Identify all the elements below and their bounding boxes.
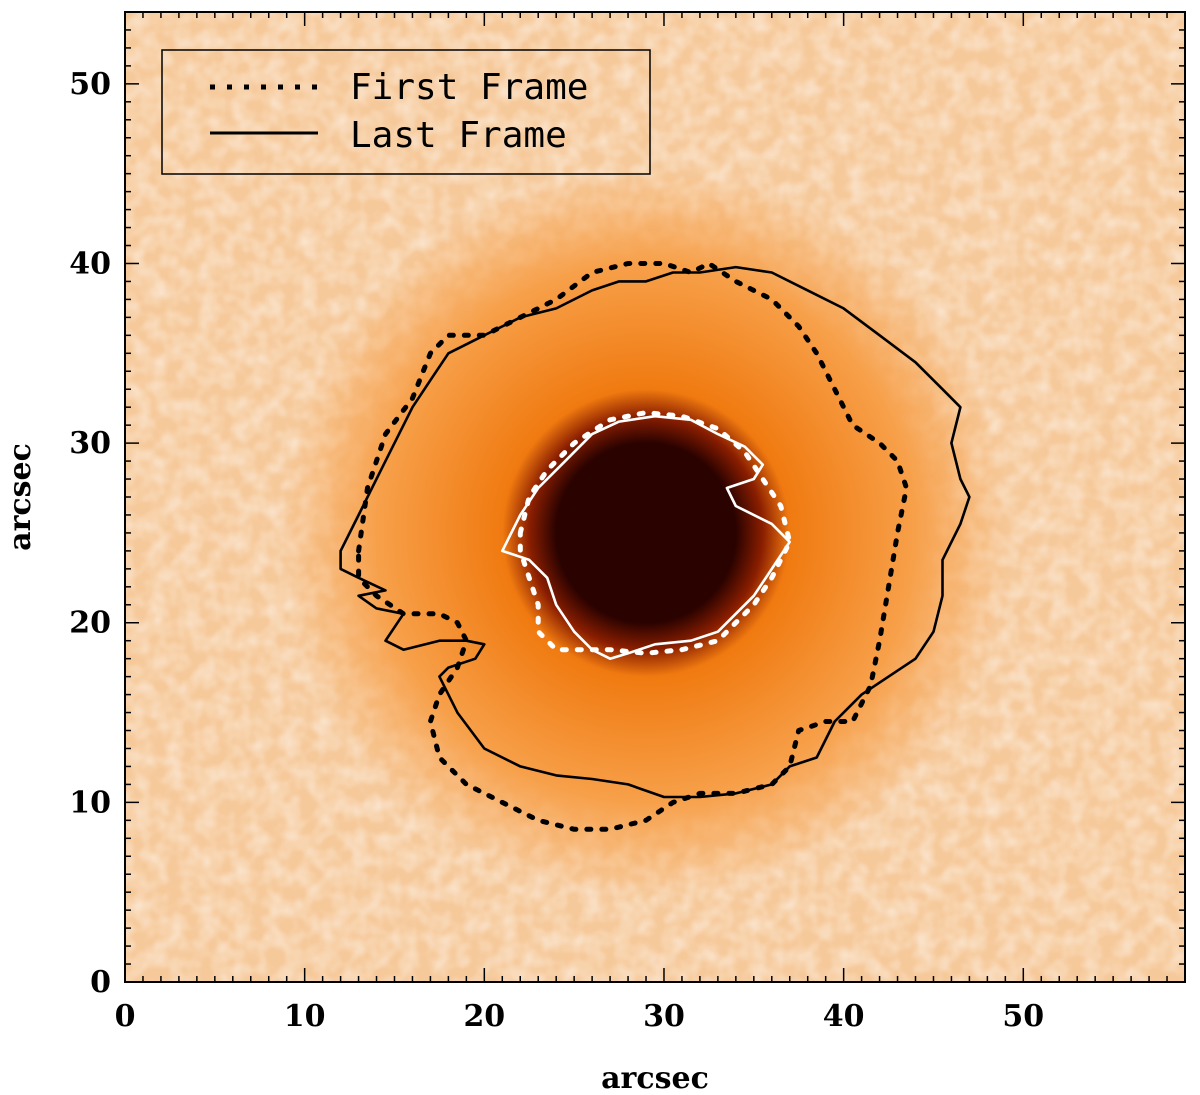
y-tick-label: 0: [90, 965, 111, 1000]
tick-layer: 0 10 20 30 40 50 0 10 20 30 40 50: [69, 11, 1186, 1034]
x-tick-label: 0: [115, 999, 136, 1034]
contour-last-frame-penumbra: [339, 265, 971, 799]
x-axis-label: arcsec: [601, 1061, 709, 1095]
x-tick-label: 30: [643, 999, 685, 1034]
legend-label-first-frame: First Frame: [350, 67, 588, 108]
y-axis-label: arcsec: [3, 443, 38, 551]
x-tick-label: 20: [463, 999, 505, 1034]
y-tick-label: 20: [69, 606, 111, 641]
plot-image: [125, 12, 1185, 982]
contour-layer: [339, 261, 971, 832]
y-tick-label: 40: [69, 246, 111, 281]
contour-first-frame-penumbra: [356, 261, 909, 832]
legend-label-last-frame: Last Frame: [350, 115, 567, 156]
sunspot-image: [282, 169, 1010, 897]
x-tick-label: 40: [823, 999, 865, 1034]
y-tick-label: 50: [69, 67, 111, 102]
legend-box: [161, 49, 651, 175]
contour-last-frame-umbra: [500, 414, 792, 661]
x-tick-label: 50: [1002, 999, 1044, 1034]
y-tick-label: 30: [69, 426, 111, 461]
contour-first-frame-umbra: [517, 410, 793, 656]
y-tick-label: 10: [69, 785, 111, 820]
legend: First Frame Last Frame: [161, 49, 651, 175]
x-tick-label: 10: [284, 999, 326, 1034]
